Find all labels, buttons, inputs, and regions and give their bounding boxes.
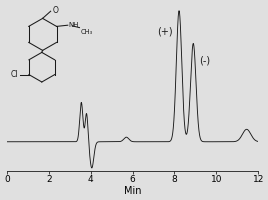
Text: (+): (+) [157, 27, 173, 37]
Text: (-): (-) [199, 56, 210, 66]
X-axis label: Min: Min [124, 186, 141, 196]
Text: Cl: Cl [11, 70, 18, 79]
Text: CH₃: CH₃ [80, 29, 92, 35]
Text: O: O [52, 6, 58, 15]
Text: NH: NH [68, 22, 79, 28]
